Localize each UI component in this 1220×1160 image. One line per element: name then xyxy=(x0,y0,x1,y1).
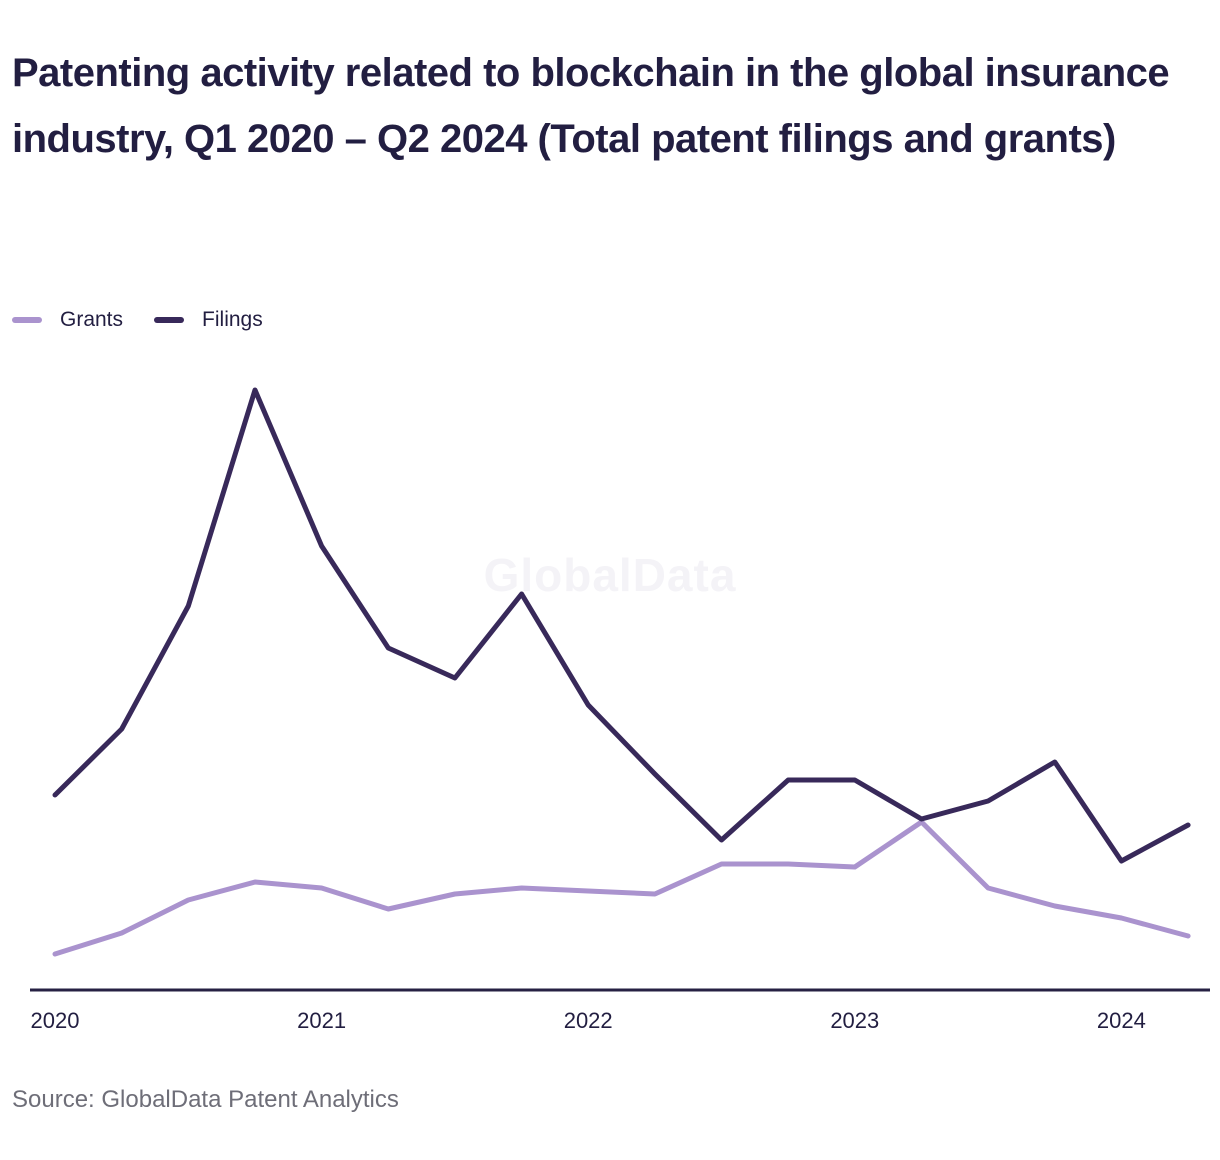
legend-label-grants: Grants xyxy=(60,308,124,331)
x-tick-label-2024: 2024 xyxy=(1096,1008,1146,1033)
legend-label-filings: Filings xyxy=(202,308,263,331)
x-axis-ticks: 2020 2021 2022 2023 2024 xyxy=(0,1008,1220,1038)
legend-swatch-grants xyxy=(12,317,42,323)
legend-item-grants: Grants xyxy=(12,308,123,332)
watermark: GlobalData xyxy=(483,549,737,601)
grants-line xyxy=(52,819,1191,957)
filings-line xyxy=(52,387,1191,864)
line-chart xyxy=(30,387,1210,992)
x-tick-label-2022: 2022 xyxy=(563,1008,613,1033)
page-title: Patenting activity related to blockchain… xyxy=(12,51,1170,161)
legend-swatch-filings xyxy=(154,317,185,323)
x-tick-label-2021: 2021 xyxy=(297,1008,347,1033)
x-tick-label-2020: 2020 xyxy=(30,1008,80,1033)
legend: Grants Filings xyxy=(12,308,263,332)
x-tick-label-2023: 2023 xyxy=(830,1008,880,1033)
legend-item-filings: Filings xyxy=(154,308,263,332)
source-note: Source: GlobalData Patent Analytics xyxy=(12,1086,399,1113)
